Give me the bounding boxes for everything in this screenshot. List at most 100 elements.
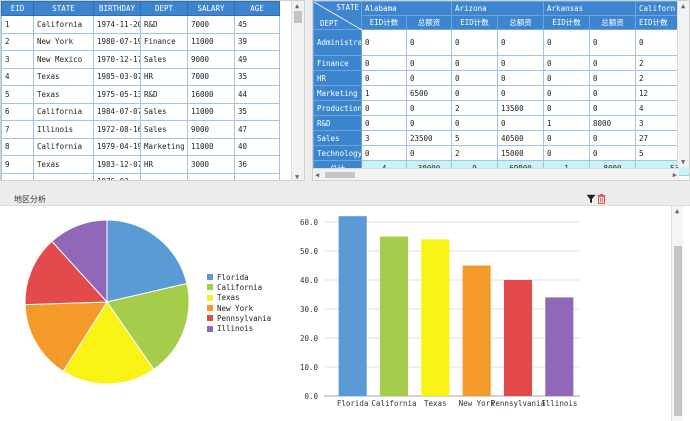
table-cell[interactable]: 2 xyxy=(1,32,34,51)
table-cell[interactable]: 35 xyxy=(234,102,280,121)
table-cell[interactable]: 1 xyxy=(1,15,34,34)
scroll-up-arrow-icon[interactable]: ▲ xyxy=(681,2,686,10)
table-row[interactable]: 4 Texas 1985-03-07 HR 7000 35 xyxy=(1,67,280,86)
table-row[interactable]: Technology 0 0 2 15000 0 0 5 xyxy=(313,145,689,161)
legend-item[interactable]: New York xyxy=(207,303,271,313)
table-cell[interactable]: Finance xyxy=(140,32,188,51)
table-cell[interactable]: 0 xyxy=(497,115,545,131)
table-cell[interactable]: 0 xyxy=(361,29,407,56)
table-cell[interactable]: 44 xyxy=(234,85,280,104)
table-cell[interactable]: 15000 xyxy=(497,145,545,161)
table-cell[interactable]: 0 xyxy=(543,100,591,116)
table-cell[interactable]: 40500 xyxy=(497,130,545,146)
table-cell[interactable]: Sales xyxy=(140,102,188,121)
table-cell[interactable]: 0 xyxy=(543,130,591,146)
table-cell[interactable]: 1985-03-07 xyxy=(93,67,141,86)
table-row[interactable]: Finance 0 0 0 0 0 0 2 xyxy=(313,55,689,71)
table-cell[interactable]: R&D xyxy=(140,85,188,104)
table-row[interactable]: 6 California 1984-07-07 Sales 11000 35 xyxy=(1,102,280,121)
table-cell[interactable]: California xyxy=(33,102,94,121)
table-cell[interactable]: 0 xyxy=(543,145,591,161)
table-cell[interactable]: 0 xyxy=(497,70,545,86)
table-cell[interactable]: 39 xyxy=(234,32,280,51)
pie-slice[interactable] xyxy=(106,282,190,371)
trash-icon[interactable] xyxy=(597,194,606,204)
table-row[interactable]: 5 Texas 1975-05-13 R&D 16000 44 xyxy=(1,85,280,104)
scrollbar-thumb[interactable] xyxy=(325,172,355,178)
table-cell[interactable]: 0 xyxy=(543,85,591,101)
employee-column-header[interactable]: STATE xyxy=(33,1,94,16)
table-cell[interactable]: Pennsylvania xyxy=(33,172,94,180)
table-cell[interactable]: Texas xyxy=(33,85,94,104)
table-cell[interactable]: 35 xyxy=(234,67,280,86)
table-cell[interactable]: Illinois xyxy=(33,120,94,139)
table-row[interactable]: R&D 0 0 0 0 1 8000 3 xyxy=(313,115,689,131)
table-cell[interactable]: 5 xyxy=(1,85,34,104)
table-cell[interactable]: 1970-12-17 xyxy=(93,50,141,69)
scrollbar-thumb[interactable] xyxy=(674,246,682,416)
table-row[interactable]: Marketing 1 6500 0 0 0 0 12 xyxy=(313,85,689,101)
table-cell[interactable]: 2 xyxy=(451,145,499,161)
table-cell[interactable]: 9000 xyxy=(187,50,235,69)
table-cell[interactable]: Texas xyxy=(33,155,94,174)
table-cell[interactable]: 0 xyxy=(451,115,499,131)
table-cell[interactable]: 0 xyxy=(589,100,637,116)
scroll-up-arrow-icon[interactable]: ▲ xyxy=(295,2,300,10)
table-cell[interactable]: 0 xyxy=(589,55,637,71)
table-cell[interactable]: 1 xyxy=(361,85,407,101)
legend-item[interactable]: California xyxy=(207,282,271,292)
table-cell[interactable]: 6 xyxy=(1,102,34,121)
table-cell[interactable]: 1976-03-12 xyxy=(93,172,141,180)
table-cell[interactable]: Sales xyxy=(140,120,188,139)
bar[interactable] xyxy=(545,297,574,396)
table-cell[interactable]: 0 xyxy=(361,100,407,116)
employee-column-header[interactable]: SALARY xyxy=(187,1,235,16)
scroll-left-arrow-icon[interactable]: ◀ xyxy=(315,171,320,179)
table-cell[interactable]: 0 xyxy=(589,85,637,101)
filter-icon[interactable] xyxy=(586,194,596,204)
bar[interactable] xyxy=(421,239,450,396)
table-cell[interactable]: 2 xyxy=(451,100,499,116)
table-row[interactable]: Sales 3 23500 5 40500 0 0 27 xyxy=(313,130,689,146)
table-cell[interactable]: 10 xyxy=(1,172,34,180)
table-row[interactable]: 9 Texas 1983-12-07 HR 3000 36 xyxy=(1,155,280,174)
table-cell[interactable]: 6500 xyxy=(405,85,453,101)
bar[interactable] xyxy=(462,265,491,397)
legend-item[interactable]: Pennsylvania xyxy=(207,313,271,323)
table-cell[interactable]: 0 xyxy=(451,29,499,56)
table-cell[interactable]: 0 xyxy=(361,70,407,86)
table-cell[interactable]: 0 xyxy=(543,55,591,71)
table-cell[interactable]: HR xyxy=(140,67,188,86)
table-cell[interactable]: Marketing xyxy=(140,137,188,156)
table-cell[interactable]: 1974-11-20 xyxy=(93,15,141,34)
bar[interactable] xyxy=(338,216,367,396)
table-cell[interactable]: 5 xyxy=(451,130,499,146)
table-row[interactable]: 7 Illinois 1972-08-16 Sales 9000 47 xyxy=(1,120,280,139)
table-cell[interactable]: Texas xyxy=(33,67,94,86)
scroll-right-arrow-icon[interactable]: ▶ xyxy=(672,171,677,179)
analysis-vertical-scrollbar[interactable]: ▲ xyxy=(671,206,683,421)
table-cell[interactable]: California xyxy=(33,137,94,156)
table-cell[interactable]: 0 xyxy=(589,70,637,86)
table-cell[interactable]: 11000 xyxy=(187,137,235,156)
table-cell[interactable]: 0 xyxy=(589,130,637,146)
table-cell[interactable]: 11000 xyxy=(187,32,235,51)
pivot-table-horizontal-scrollbar[interactable]: ◀ ▶ xyxy=(313,168,679,180)
legend-item[interactable]: Illinois xyxy=(207,323,271,333)
table-cell[interactable]: New York xyxy=(33,32,94,51)
table-cell[interactable]: 0 xyxy=(497,29,545,56)
legend-item[interactable]: Texas xyxy=(207,293,271,303)
table-cell[interactable]: 0 xyxy=(405,100,453,116)
table-cell[interactable]: 40 xyxy=(234,137,280,156)
table-cell[interactable]: 13000 xyxy=(187,172,235,180)
table-cell[interactable]: 0 xyxy=(405,70,453,86)
table-cell[interactable]: 23500 xyxy=(405,130,453,146)
pie-slice[interactable] xyxy=(106,219,188,303)
table-cell[interactable]: California xyxy=(33,15,94,34)
table-cell[interactable]: 9 xyxy=(1,155,34,174)
table-cell[interactable]: 0 xyxy=(451,85,499,101)
pie-slice[interactable] xyxy=(24,240,109,306)
employee-column-header[interactable]: DEPT xyxy=(140,1,188,16)
table-cell[interactable]: 0 xyxy=(361,145,407,161)
table-cell[interactable]: 0 xyxy=(497,85,545,101)
